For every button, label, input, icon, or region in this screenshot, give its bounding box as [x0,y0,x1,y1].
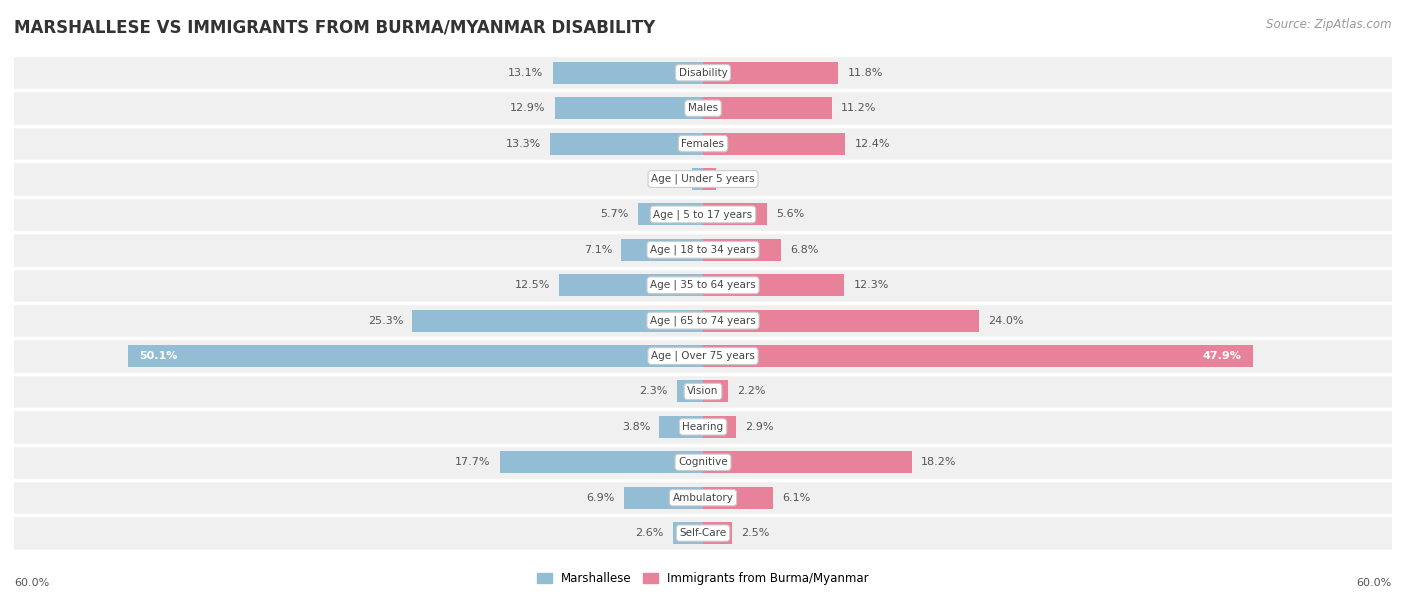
Text: 60.0%: 60.0% [14,578,49,588]
Bar [673,522,703,544]
Text: 0.94%: 0.94% [648,174,683,184]
Bar [412,310,703,332]
Bar [14,55,1392,91]
Bar [703,239,782,261]
Text: Self-Care: Self-Care [679,528,727,538]
Bar [703,487,773,509]
Text: 2.5%: 2.5% [741,528,769,538]
Text: Cognitive: Cognitive [678,457,728,468]
Bar [703,274,844,296]
Bar [659,416,703,438]
Bar [14,338,1392,374]
Bar [703,451,912,473]
Text: 6.8%: 6.8% [790,245,818,255]
Bar [703,310,979,332]
Bar [637,203,703,225]
Text: MARSHALLESE VS IMMIGRANTS FROM BURMA/MYANMAR DISABILITY: MARSHALLESE VS IMMIGRANTS FROM BURMA/MYA… [14,18,655,36]
Bar [128,345,703,367]
Text: 11.2%: 11.2% [841,103,876,113]
Bar [692,168,703,190]
Bar [553,62,703,84]
Bar [703,168,716,190]
Text: 25.3%: 25.3% [368,316,404,326]
Text: 2.2%: 2.2% [738,386,766,397]
Text: Hearing: Hearing [682,422,724,432]
Bar [14,303,1392,338]
Bar [14,444,1392,480]
Text: Disability: Disability [679,68,727,78]
Text: 2.3%: 2.3% [640,386,668,397]
Text: Ambulatory: Ambulatory [672,493,734,502]
Bar [14,91,1392,126]
Bar [14,515,1392,551]
Text: 13.1%: 13.1% [508,68,543,78]
Text: 60.0%: 60.0% [1357,578,1392,588]
Bar [703,416,737,438]
Text: Age | 5 to 17 years: Age | 5 to 17 years [654,209,752,220]
Bar [703,203,768,225]
Bar [14,232,1392,267]
Text: 6.1%: 6.1% [782,493,810,502]
Text: Females: Females [682,138,724,149]
Bar [703,381,728,403]
Text: Males: Males [688,103,718,113]
Bar [703,345,1253,367]
Text: 1.1%: 1.1% [725,174,754,184]
Text: Vision: Vision [688,386,718,397]
Text: Age | Over 75 years: Age | Over 75 years [651,351,755,361]
Text: 3.8%: 3.8% [621,422,650,432]
Text: 6.9%: 6.9% [586,493,614,502]
Text: Source: ZipAtlas.com: Source: ZipAtlas.com [1267,18,1392,31]
Bar [499,451,703,473]
Bar [676,381,703,403]
Text: 24.0%: 24.0% [988,316,1024,326]
Bar [555,97,703,119]
Bar [14,267,1392,303]
Text: 11.8%: 11.8% [848,68,883,78]
Bar [703,522,731,544]
Bar [703,62,838,84]
Bar [14,126,1392,162]
Bar [624,487,703,509]
Bar [560,274,703,296]
Text: 2.6%: 2.6% [636,528,664,538]
Text: 7.1%: 7.1% [583,245,612,255]
Bar [14,162,1392,196]
Text: 12.9%: 12.9% [510,103,546,113]
Bar [703,133,845,155]
Text: 12.5%: 12.5% [515,280,550,290]
Bar [14,374,1392,409]
Text: Age | Under 5 years: Age | Under 5 years [651,174,755,184]
Text: 18.2%: 18.2% [921,457,956,468]
Text: 50.1%: 50.1% [139,351,177,361]
Bar [703,97,831,119]
Text: 17.7%: 17.7% [456,457,491,468]
Text: Age | 18 to 34 years: Age | 18 to 34 years [650,245,756,255]
Text: 5.6%: 5.6% [776,209,804,220]
Bar [14,196,1392,232]
Text: Age | 65 to 74 years: Age | 65 to 74 years [650,315,756,326]
Text: 5.7%: 5.7% [600,209,628,220]
Bar [621,239,703,261]
Bar [14,409,1392,444]
Text: 2.9%: 2.9% [745,422,773,432]
Text: Age | 35 to 64 years: Age | 35 to 64 years [650,280,756,291]
Text: 13.3%: 13.3% [506,138,541,149]
Text: 12.3%: 12.3% [853,280,889,290]
Bar [14,480,1392,515]
Text: 47.9%: 47.9% [1202,351,1241,361]
Text: 12.4%: 12.4% [855,138,890,149]
Legend: Marshallese, Immigrants from Burma/Myanmar: Marshallese, Immigrants from Burma/Myanm… [533,567,873,589]
Bar [550,133,703,155]
